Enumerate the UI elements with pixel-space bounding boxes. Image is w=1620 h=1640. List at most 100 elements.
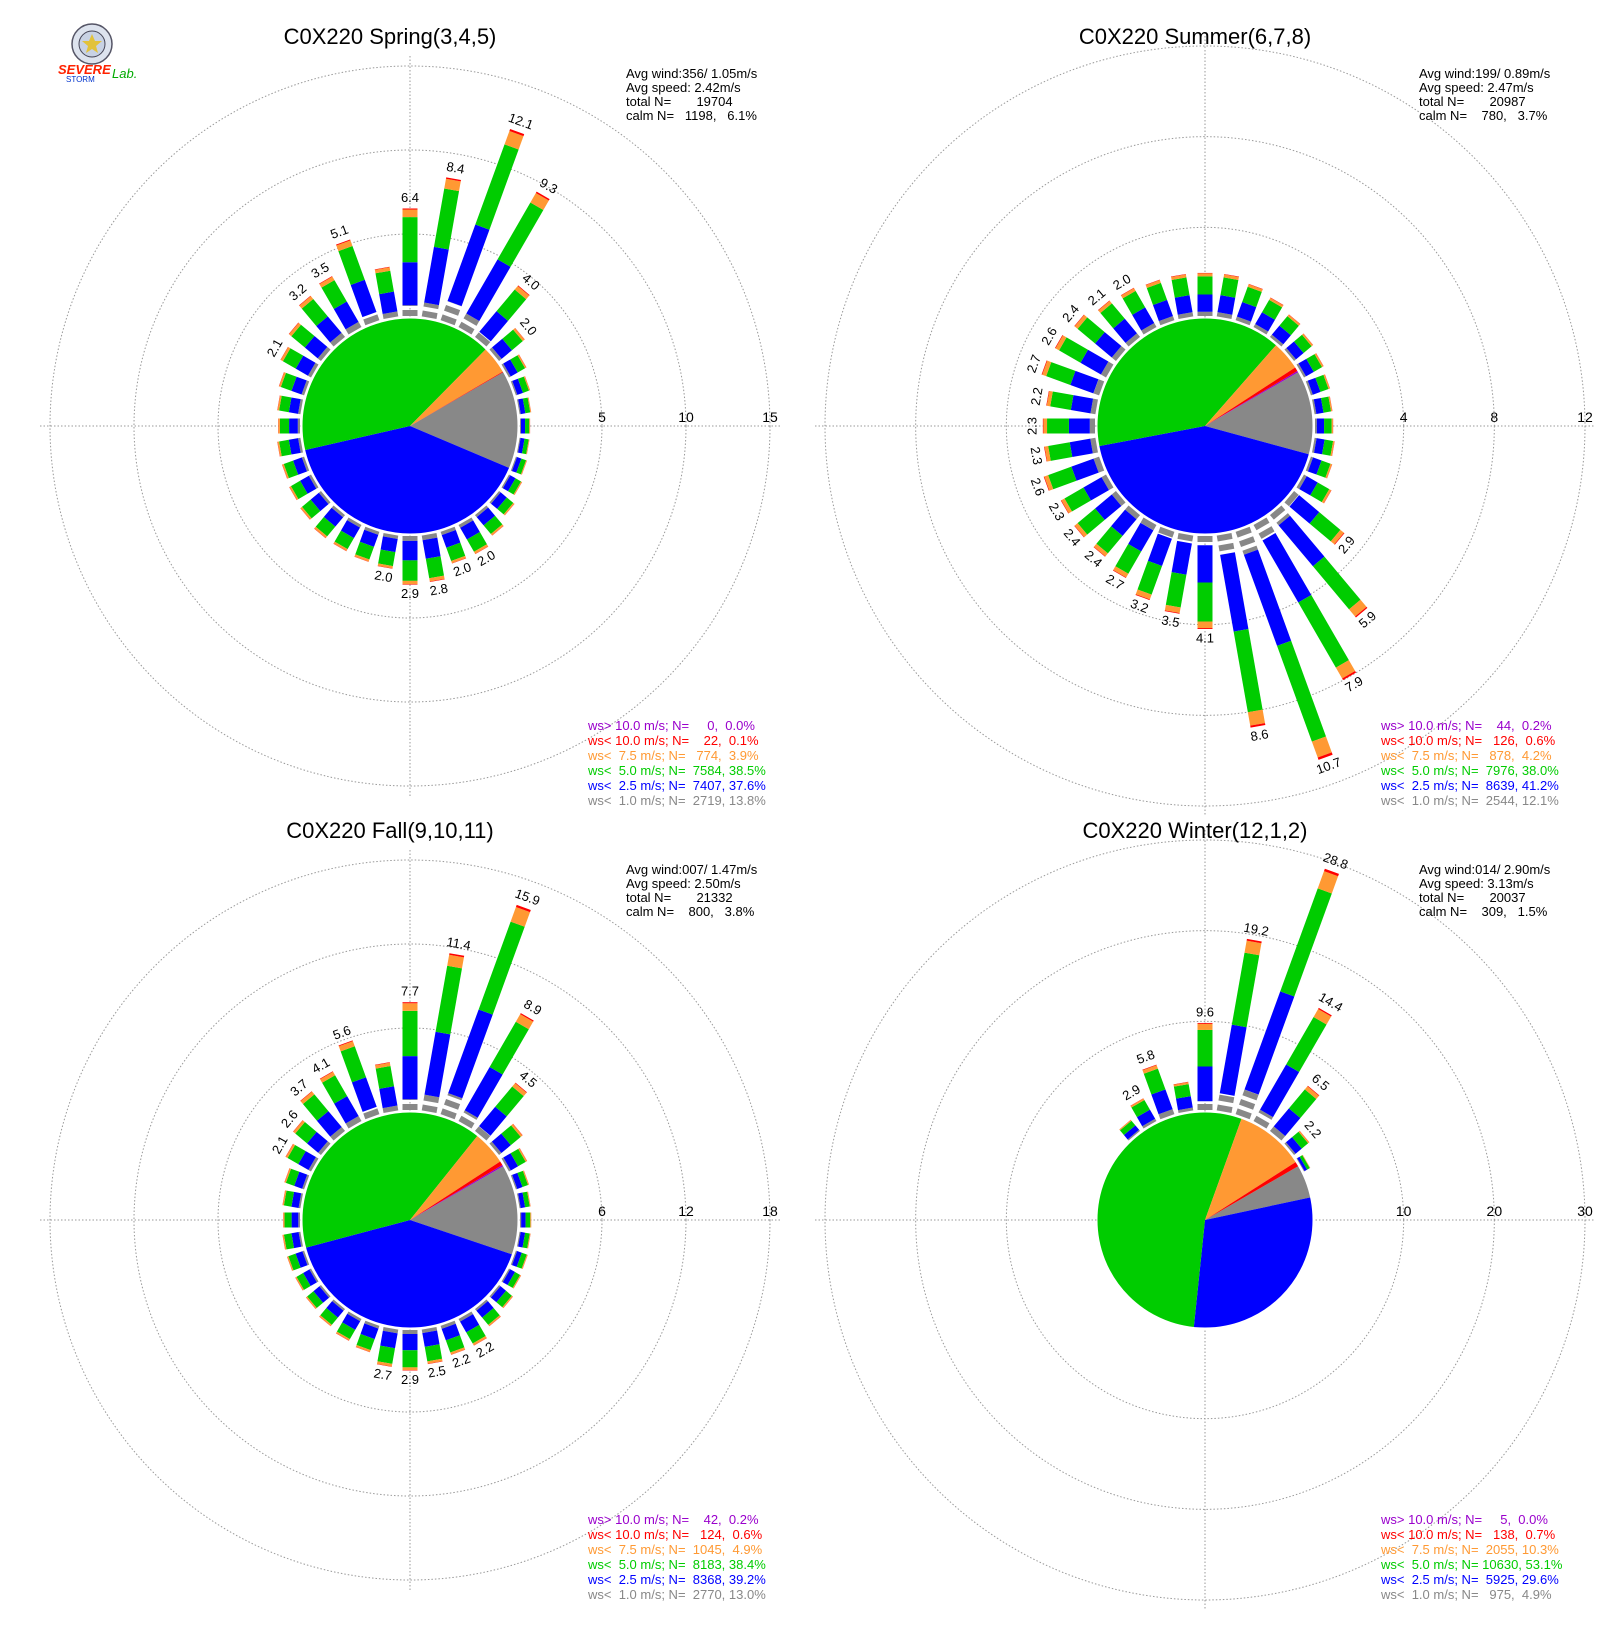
grid-ring bbox=[133, 149, 687, 703]
wind-bar-segment bbox=[1121, 288, 1136, 299]
wind-bar-segment bbox=[1096, 526, 1123, 554]
calm-pie-slice bbox=[1205, 1118, 1297, 1220]
legend-entry: ws< 2.5 m/s; N= 8639, 41.2% bbox=[1380, 778, 1559, 793]
bar-value-label: 2.2 bbox=[1028, 386, 1046, 406]
wind-bar-segment bbox=[1299, 476, 1318, 496]
bar-value-label: 2.7 bbox=[1024, 353, 1044, 375]
wind-bar-segment bbox=[1119, 1120, 1136, 1135]
wind-bar-segment bbox=[1046, 390, 1053, 407]
wind-bar-segment bbox=[319, 276, 335, 288]
wind-bar-segment bbox=[1279, 316, 1299, 336]
bar-value-label: 9.6 bbox=[1196, 1004, 1214, 1019]
wind-bar-segment bbox=[291, 1191, 302, 1208]
wind-bar-segment bbox=[380, 1330, 398, 1349]
logo-line2: STORM bbox=[66, 75, 95, 84]
wind-bar-segment bbox=[502, 1269, 516, 1285]
wind-bar-segment bbox=[1244, 940, 1262, 956]
wind-bar-segment bbox=[460, 520, 480, 540]
wind-bar-segment bbox=[1165, 572, 1187, 608]
wind-bar-segment bbox=[1305, 456, 1314, 472]
wind-bar-segment bbox=[1071, 458, 1099, 481]
wind-bar-segment bbox=[450, 1347, 466, 1355]
wind-bar-segment bbox=[1136, 1109, 1156, 1127]
wind-bar-segment bbox=[424, 246, 449, 306]
wind-bar-segment bbox=[378, 549, 396, 567]
wind-bar-segment bbox=[1177, 533, 1194, 544]
calm-pie-slice bbox=[1098, 426, 1310, 534]
wind-bar-segment bbox=[1135, 589, 1152, 600]
wind-bar-segment bbox=[374, 267, 391, 274]
wind-bar-segment bbox=[1080, 349, 1109, 375]
wind-bar-segment bbox=[1296, 474, 1307, 490]
wind-bar-segment bbox=[319, 1284, 331, 1298]
wind-bar-segment bbox=[421, 302, 439, 319]
legend-entry: ws> 10.0 m/s; N= 42, 0.2% bbox=[587, 1512, 759, 1527]
wind-bar-segment bbox=[1095, 332, 1122, 358]
wind-bar-segment bbox=[1093, 456, 1105, 473]
wind-bar-segment bbox=[307, 362, 319, 378]
wind-bar-segment bbox=[517, 354, 527, 369]
legend-entry: ws< 10.0 m/s; N= 138, 0.7% bbox=[1380, 1527, 1556, 1542]
wind-bar-segment bbox=[342, 1313, 361, 1330]
calm-pie-slice bbox=[410, 349, 504, 426]
stats-line: calm N= 1198, 6.1% bbox=[626, 108, 757, 123]
wind-bar-segment bbox=[1064, 487, 1091, 512]
wind-bar-segment bbox=[520, 1013, 534, 1022]
legend-entry: ws< 2.5 m/s; N= 7407, 37.6% bbox=[587, 778, 766, 793]
wind-bar-segment bbox=[495, 1086, 524, 1117]
wind-bar-segment bbox=[1315, 374, 1329, 392]
wind-bar-segment bbox=[1298, 358, 1314, 377]
legend-entry: ws< 5.0 m/s; N= 10630, 53.1% bbox=[1380, 1557, 1563, 1572]
wind-bar-segment bbox=[1235, 526, 1258, 555]
wind-bar-segment bbox=[283, 1190, 295, 1207]
stats-line: Avg wind:356/ 1.05m/s bbox=[626, 66, 758, 81]
wind-bar-segment bbox=[1342, 671, 1357, 681]
wind-bar-segment bbox=[1093, 543, 1108, 557]
wind-bar-segment bbox=[359, 529, 379, 547]
wind-bar-segment bbox=[479, 311, 509, 342]
wind-bar-segment bbox=[1050, 391, 1074, 410]
stats-line: calm N= 780, 3.7% bbox=[1419, 108, 1548, 123]
wind-bar-segment bbox=[1289, 495, 1320, 524]
wind-bar-segment bbox=[535, 191, 550, 201]
wind-bar-segment bbox=[301, 499, 321, 519]
ring-label: 12 bbox=[1577, 409, 1593, 425]
bar-value-label: 2.7 bbox=[373, 1365, 393, 1383]
calm-pie-outline bbox=[1096, 317, 1314, 535]
wind-bar-segment bbox=[1220, 552, 1249, 632]
grid-ring bbox=[49, 65, 771, 787]
wind-bar-segment bbox=[1269, 505, 1291, 526]
wind-bar-segment bbox=[504, 130, 524, 150]
wind-bar-segment bbox=[1253, 324, 1269, 335]
wind-bar-segment bbox=[1095, 494, 1122, 520]
wind-bar-segment bbox=[318, 1141, 331, 1156]
wind-bar-segment bbox=[1216, 312, 1233, 319]
wind-bar-segment bbox=[1288, 1089, 1317, 1118]
wind-bar-segment bbox=[530, 193, 549, 211]
calm-pie-slice bbox=[1097, 318, 1277, 447]
wind-bar-segment bbox=[1127, 1129, 1141, 1141]
bar-value-label: 2.1 bbox=[269, 1133, 291, 1156]
wind-bar-segment bbox=[458, 1311, 474, 1322]
wind-bar-segment bbox=[320, 1308, 338, 1325]
wind-bar-segment bbox=[511, 456, 522, 473]
wind-bar-segment bbox=[1304, 1086, 1319, 1100]
wind-bar-segment bbox=[1069, 438, 1093, 458]
wind-bar-segment bbox=[301, 299, 328, 326]
wind-bar-segment bbox=[302, 1250, 310, 1266]
bar-value-label: 2.2 bbox=[450, 1351, 472, 1371]
wind-bar-segment bbox=[1070, 395, 1094, 414]
wind-bar-segment bbox=[1122, 290, 1146, 315]
chart-title: C0X220 Winter(12,1,2) bbox=[1083, 818, 1308, 843]
wind-bar-segment bbox=[1074, 523, 1088, 538]
wind-bar-segment bbox=[1255, 312, 1275, 332]
wind-bar-segment bbox=[1285, 1137, 1302, 1154]
bar-value-label: 5.6 bbox=[331, 1022, 353, 1042]
bar-value-label: 8.9 bbox=[521, 996, 544, 1018]
wind-bar-segment bbox=[285, 1143, 296, 1158]
wind-bar-segment bbox=[294, 1171, 308, 1189]
wind-bar-segment bbox=[354, 554, 370, 562]
wind-bar-segment bbox=[338, 1041, 355, 1052]
wind-bar-segment bbox=[464, 1067, 503, 1118]
calm-pie-slice bbox=[1205, 370, 1299, 426]
